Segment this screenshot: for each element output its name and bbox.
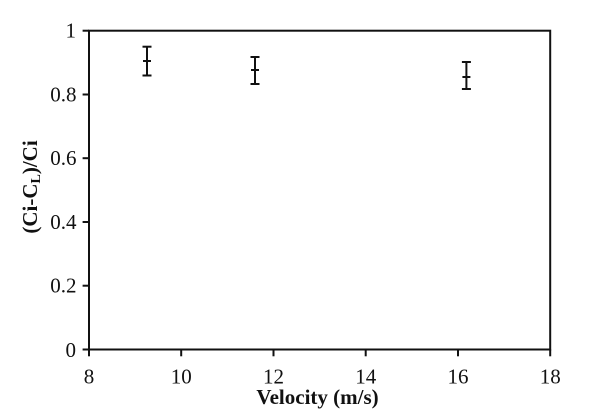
svg-text:Velocity (m/s): Velocity (m/s): [256, 385, 378, 409]
svg-text:(Ci-CL)/Ci: (Ci-CL)/Ci: [18, 140, 44, 233]
svg-text:16: 16: [448, 365, 469, 389]
svg-text:0.2: 0.2: [50, 274, 76, 298]
svg-text:8: 8: [84, 365, 95, 389]
svg-text:14: 14: [355, 365, 377, 389]
svg-text:12: 12: [263, 365, 284, 389]
svg-text:18: 18: [540, 365, 561, 389]
svg-text:0.8: 0.8: [50, 83, 76, 107]
svg-text:0: 0: [66, 338, 77, 362]
svg-text:0.4: 0.4: [50, 210, 77, 234]
svg-text:10: 10: [171, 365, 192, 389]
svg-text:0.6: 0.6: [50, 146, 76, 170]
svg-text:1: 1: [66, 19, 77, 43]
